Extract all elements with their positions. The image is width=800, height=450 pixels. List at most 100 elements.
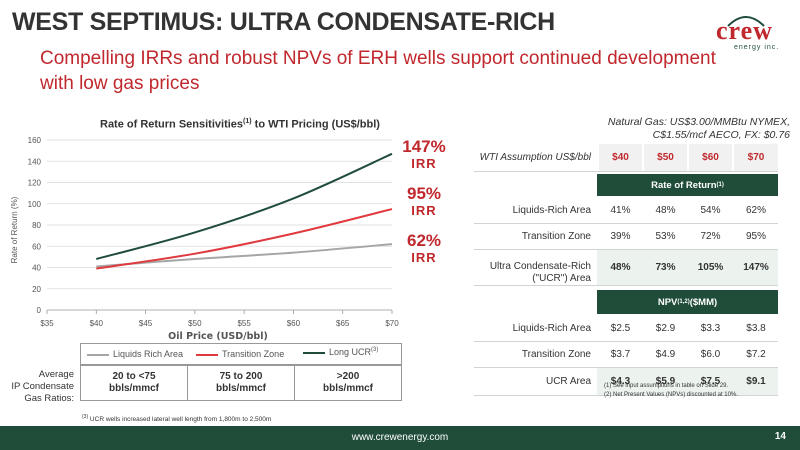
logo-subtext: energy inc. <box>734 44 780 51</box>
gas-ratio-value: >200 <box>336 371 360 382</box>
x-tick-label: $65 <box>336 319 350 328</box>
irr-pct-transition: 95% <box>406 184 442 203</box>
x-tick-label: $40 <box>90 319 104 328</box>
gas-ratio-table: 20 to <75 bbls/mmcf 75 to 200 bbls/mmcf … <box>80 365 402 401</box>
y-tick-label: 160 <box>28 136 42 145</box>
legend-item-liquids: Liquids Rich Area <box>87 349 183 359</box>
natural-gas-assumption: Natural Gas: US$3.00/MMBtu NYMEX, C$1.55… <box>560 116 790 142</box>
y-tick-label: 100 <box>28 200 42 209</box>
page-number: 14 <box>774 431 786 442</box>
slide-subtitle: Compelling IRRs and robust NPVs of ERH w… <box>40 46 760 96</box>
gas-ratio-cell: 20 to <75 bbls/mmcf <box>81 366 188 400</box>
gas-ratio-unit: bbls/mmcf <box>215 383 266 394</box>
legend-label-liquids: Liquids Rich Area <box>113 349 184 359</box>
irr-label-long-ucr: 147% IRR <box>398 138 450 172</box>
gas-assumption-line-1: Natural Gas: US$3.00/MMBtu NYMEX, <box>607 116 790 128</box>
row-label: Ultra Condensate-Rich ("UCR") Area <box>474 250 597 285</box>
economics-table: WTI Assumption US$/bbl $40 $50 $60 $70 R… <box>474 144 778 396</box>
table-cell: $4.9 <box>655 349 676 360</box>
gas-ratio-cell: 75 to 200 bbls/mmcf <box>188 366 295 400</box>
row-label: Liquids-Rich Area <box>512 322 591 334</box>
ucr-footnote-text: UCR wells increased lateral well length … <box>88 416 272 424</box>
table-row-highlighted: Ultra Condensate-Rich ("UCR") Area 48% 7… <box>474 250 778 286</box>
irr-pct-liquids: 62% <box>406 231 442 250</box>
series-line-long-ucr <box>96 152 393 260</box>
y-tick-label: 20 <box>32 285 41 294</box>
row-label: Transition Zone <box>521 230 591 242</box>
x-axis-label: Oil Price (USD/bbl) <box>168 331 268 342</box>
ucr-footnote: (3) UCR wells increased lateral well len… <box>82 414 271 423</box>
chart-title: Rate of Return Sensitivities(1) to WTI P… <box>100 118 380 131</box>
table-cell: 48% <box>655 205 676 216</box>
row-label-line-2: ("UCR") Area <box>532 273 591 284</box>
table-cell: 62% <box>745 205 766 216</box>
legend-swatch-long-ucr <box>303 351 325 354</box>
gas-ratio-label: Average IP Condensate Gas Ratios: <box>10 369 74 405</box>
irr-suffix-long-ucr: IRR <box>411 156 437 171</box>
irr-line-chart: 0 20 40 60 80 100 120 140 160 $35 $40 $45 $50 $55 $60 $… <box>10 136 399 342</box>
table-cell: 39% <box>610 231 631 242</box>
table-cell: $9.1 <box>746 376 766 387</box>
table-cell: 147% <box>743 262 769 273</box>
table-row: Transition Zone $3.7 $4.9 $6.0 $7.2 <box>474 342 778 368</box>
irr-suffix-transition: IRR <box>411 203 437 218</box>
row-label-line-1: Ultra Condensate-Rich <box>489 261 591 272</box>
x-tick-label: $70 <box>385 319 399 328</box>
chart-series <box>96 152 393 270</box>
table-cell: 54% <box>700 205 721 216</box>
table-cell: 41% <box>610 205 631 216</box>
y-tick-label: 60 <box>32 242 41 251</box>
table-cell: $3.7 <box>610 349 631 360</box>
wti-assumption-label: WTI Assumption US$/bbl <box>479 151 591 163</box>
table-cell: 72% <box>700 231 721 242</box>
table-cell: $4.3 <box>610 376 631 387</box>
y-tick-label: 80 <box>32 221 41 230</box>
table-footnote: (1) See input assumptions in table on Sl… <box>604 383 729 389</box>
wti-price-header: $60 <box>689 144 732 171</box>
legend-item-long-ucr: Long UCR(3) <box>303 347 378 357</box>
irr-label-transition: 95% IRR <box>398 185 450 219</box>
x-tick-label: $45 <box>139 319 153 328</box>
table-cell: $2.5 <box>610 323 631 334</box>
logo-word: crew <box>716 16 773 45</box>
footer-bar: www.crewenergy.com 14 <box>0 426 800 450</box>
footer-url[interactable]: www.crewenergy.com <box>351 432 449 443</box>
table-header-row: WTI Assumption US$/bbl $40 $50 $60 $70 <box>474 144 778 172</box>
gas-ratio-value: 20 to <75 <box>112 371 156 382</box>
subtitle-line-1: Compelling IRRs and robust NPVs of ERH w… <box>40 48 716 69</box>
table-cell: $5.9 <box>655 376 676 387</box>
table-cell: $3.3 <box>700 323 721 334</box>
irr-pct-long-ucr: 147% <box>402 137 446 156</box>
table-cell: 105% <box>697 262 724 273</box>
row-label: Transition Zone <box>521 348 591 360</box>
x-tick-label: $50 <box>188 319 202 328</box>
irr-label-liquids: 62% IRR <box>398 232 450 266</box>
y-tick-label: 120 <box>28 179 42 188</box>
row-label: Liquids-Rich Area <box>512 204 591 216</box>
gas-assumption-line-2: C$1.55/mcf AECO, FX: $0.76 <box>652 129 790 141</box>
ror-band-sup: (1) <box>716 182 724 188</box>
wti-price-header: $70 <box>734 144 778 171</box>
chart-title-text: Rate of Return Sensitivities <box>100 118 244 131</box>
table-cell: $6.0 <box>700 349 721 360</box>
y-tick-label: 0 <box>37 306 42 315</box>
npv-band: NPV (1,2) ($MM) <box>597 290 778 314</box>
chart-legend: Liquids Rich Area Transition Zone Long U… <box>80 343 402 365</box>
legend-item-transition: Transition Zone <box>196 349 284 359</box>
npv-band-sup: (1,2) <box>677 299 690 305</box>
table-cell: 53% <box>655 231 676 242</box>
chart-axes <box>46 309 393 314</box>
y-tick-label: 140 <box>28 157 42 166</box>
row-label: UCR Area <box>545 375 591 387</box>
table-cell: $3.8 <box>746 323 766 334</box>
npv-band-text: NPV <box>657 296 678 308</box>
subtitle-line-2: with low gas prices <box>40 73 200 94</box>
table-cell: 95% <box>745 231 766 242</box>
irr-suffix-liquids: IRR <box>411 250 437 265</box>
chart-title-suffix: to WTI Pricing (US$/bbl) <box>251 118 380 131</box>
table-footnotes: (1) See input assumptions in table on Sl… <box>604 382 738 400</box>
gas-ratio-cell: >200 bbls/mmcf <box>295 366 401 400</box>
table-cell: $2.9 <box>655 323 676 334</box>
legend-swatch-transition <box>196 353 218 356</box>
y-axis-label: Rate of Return (%) <box>10 196 19 263</box>
